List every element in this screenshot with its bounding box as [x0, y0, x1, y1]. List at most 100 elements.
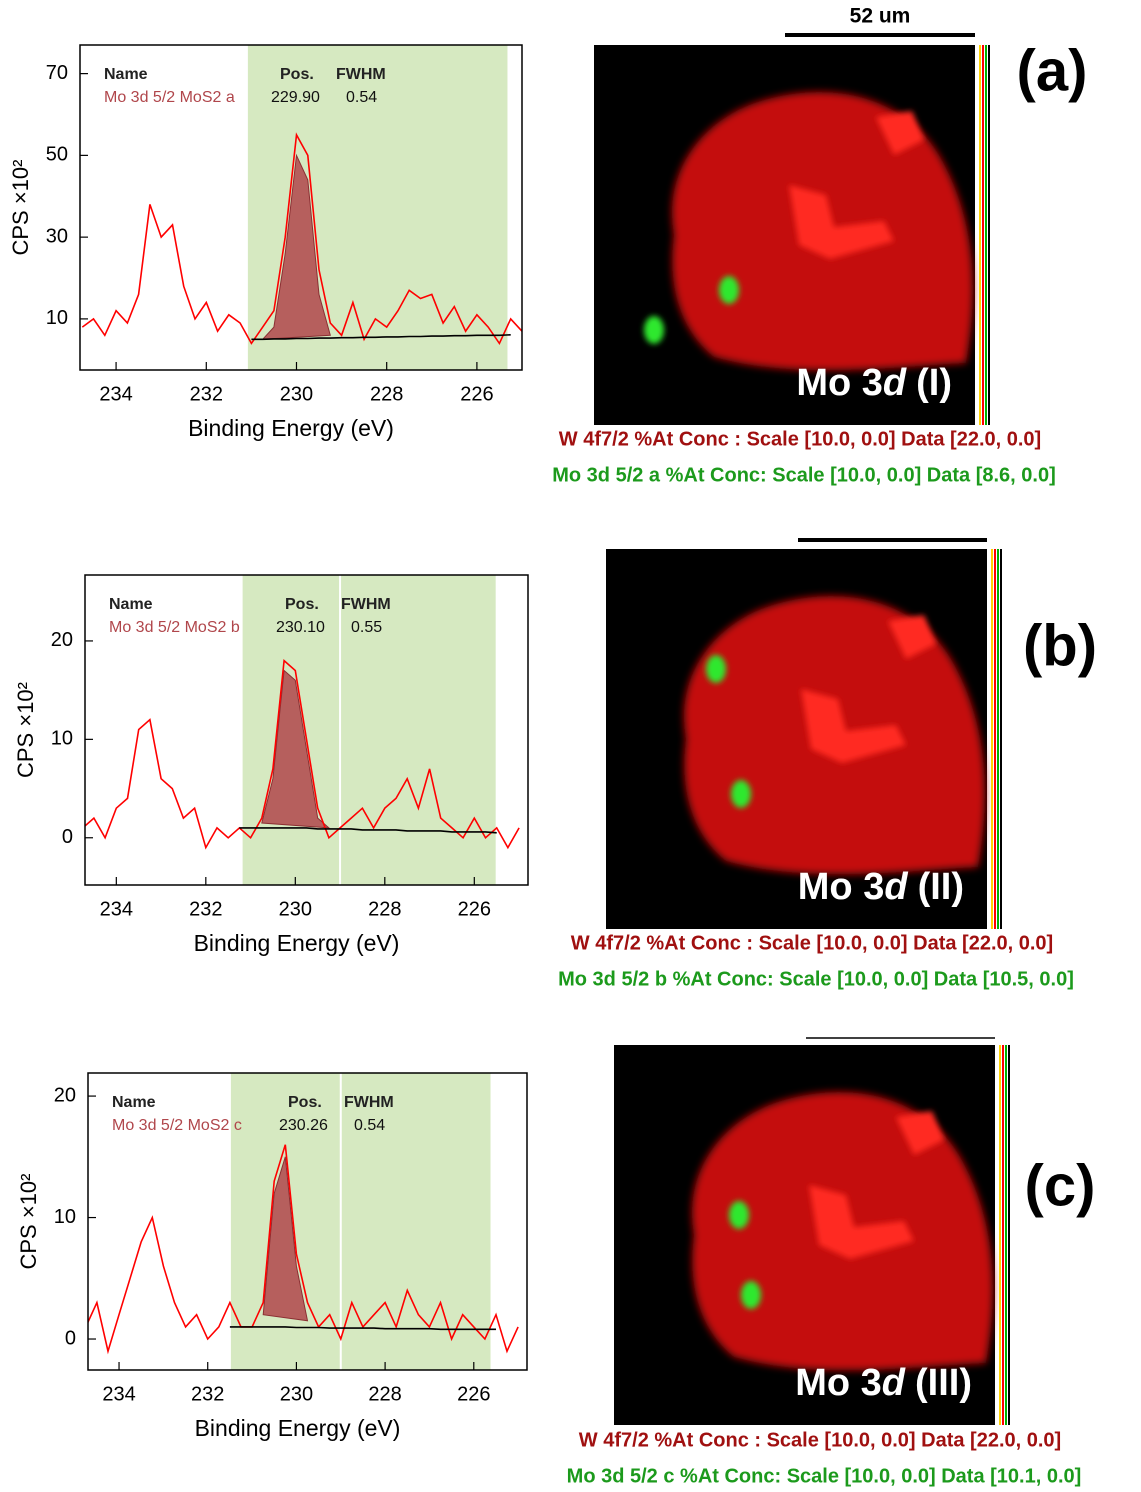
table-header: Pos. — [280, 66, 314, 83]
scale-bar-label: 52 um — [850, 5, 911, 28]
map-label-text: Mo 3 — [795, 1362, 882, 1404]
element-map: Mo 3d (I) — [594, 45, 990, 425]
y-axis-label: CPS ×10² — [13, 682, 38, 778]
x-axis-label: Binding Energy (eV) — [194, 930, 400, 956]
table-fwhm: 0.55 — [351, 619, 382, 636]
fit-region — [341, 575, 496, 885]
map-green-spot — [706, 655, 726, 683]
map-label-suffix: (I) — [916, 362, 952, 404]
x-tick-label: 226 — [458, 898, 491, 920]
x-tick-label: 232 — [189, 898, 222, 920]
plot-frame — [87, 1072, 528, 1371]
x-tick-label: 230 — [280, 1383, 313, 1405]
map-bright-region — [809, 1185, 914, 1259]
x-tick-label: 230 — [279, 898, 312, 920]
spectrum-line — [85, 658, 520, 850]
plot-frame — [84, 574, 529, 886]
map-label-text: Mo 3 — [796, 362, 883, 404]
x-tick-label: 234 — [102, 1383, 135, 1405]
table-name: Mo 3d 5/2 MoS2 c — [112, 1117, 242, 1134]
y-tick-label: 20 — [54, 1084, 76, 1106]
table-name: Mo 3d 5/2 MoS2 b — [109, 619, 240, 636]
panel-label: (b) — [1023, 613, 1097, 678]
map-bright-region — [801, 689, 906, 763]
table-header: Pos. — [285, 596, 319, 613]
map-bright-region — [888, 615, 936, 659]
map-label-text: Mo 3 — [798, 866, 885, 908]
x-tick-label: 232 — [190, 383, 223, 405]
map-label: Mo 3d (I) — [796, 362, 952, 404]
table-header: Name — [112, 1094, 156, 1111]
map-bright-region — [896, 1111, 944, 1155]
map-label-suffix: (II) — [918, 866, 964, 908]
fit-region — [341, 1073, 491, 1370]
x-tick-label: 228 — [368, 1383, 401, 1405]
map-label: Mo 3d (III) — [795, 1362, 972, 1404]
table-header: FWHM — [336, 66, 386, 83]
y-tick-label: 50 — [46, 144, 68, 166]
x-tick-label: 230 — [280, 383, 313, 405]
y-tick-label: 10 — [51, 728, 73, 750]
spectrum-panel: 234 232 230 228 226 0 10 20 Binding Energy (eV) C… — [16, 1072, 528, 1441]
table-pos: 229.90 — [271, 89, 320, 106]
x-axis-label: Binding Energy (eV) — [188, 415, 394, 441]
map-caption: Mo 3d 5/2 c %At Conc: Scale [10.0, 0.0] … — [567, 1465, 1082, 1487]
table-fwhm: 0.54 — [346, 89, 377, 106]
spectrum-line — [81, 132, 522, 346]
y-axis-label: CPS ×10² — [8, 160, 33, 256]
map-green-spot — [719, 276, 739, 304]
map-label-suffix: (III) — [915, 1362, 972, 1404]
y-tick-label: 0 — [65, 1327, 76, 1349]
element-map: Mo 3d (II) — [606, 549, 1002, 929]
table-header: FWHM — [344, 1094, 394, 1111]
map-green-spot — [731, 780, 751, 808]
y-tick-label: 10 — [54, 1206, 76, 1228]
x-axis-label: Binding Energy (eV) — [195, 1415, 401, 1441]
map-label-italic: d — [882, 1362, 906, 1404]
y-tick-label: 10 — [46, 307, 68, 329]
x-tick-label: 228 — [370, 383, 403, 405]
spectrum-panel: 234 232 230 228 226 10 30 50 70 Binding Energy (e… — [8, 44, 523, 441]
map-caption: Mo 3d 5/2 b %At Conc: Scale [10.0, 0.0] … — [558, 968, 1074, 990]
map-caption: Mo 3d 5/2 a %At Conc: Scale [10.0, 0.0] … — [552, 464, 1056, 486]
x-tick-label: 228 — [368, 898, 401, 920]
y-tick-label: 20 — [51, 629, 73, 651]
table-header: FWHM — [341, 596, 391, 613]
x-tick-label: 234 — [99, 383, 132, 405]
table-name: Mo 3d 5/2 MoS2 a — [104, 89, 235, 106]
table-header: Pos. — [288, 1094, 322, 1111]
y-tick-label: 70 — [46, 62, 68, 84]
spectrum-panel: 234 232 230 228 226 0 10 20 Binding Energy (eV) C… — [13, 574, 529, 956]
map-green-spot — [729, 1201, 749, 1229]
y-axis-label: CPS ×10² — [16, 1174, 41, 1270]
fit-peak — [261, 153, 331, 340]
baseline — [251, 334, 511, 341]
x-tick-label: 232 — [191, 1383, 224, 1405]
map-bright-region — [789, 185, 894, 259]
map-label-italic: d — [883, 362, 907, 404]
table-fwhm: 0.54 — [354, 1117, 385, 1134]
table-pos: 230.10 — [276, 619, 325, 636]
panel-label: (a) — [1017, 38, 1088, 103]
map-green-spot — [644, 316, 664, 344]
y-tick-label: 30 — [46, 225, 68, 247]
baseline — [229, 1326, 496, 1331]
x-tick-label: 226 — [457, 1383, 490, 1405]
map-caption: W 4f7/2 %At Conc : Scale [10.0, 0.0] Dat… — [559, 428, 1041, 450]
table-header: Name — [109, 596, 153, 613]
baseline — [239, 827, 497, 834]
fit-peak — [261, 669, 331, 829]
spectrum-line — [88, 1144, 519, 1355]
map-green-spot — [741, 1281, 761, 1309]
map-label: Mo 3d (II) — [798, 866, 964, 908]
table-header: Name — [104, 66, 148, 83]
x-tick-label: 234 — [100, 898, 133, 920]
map-caption: W 4f7/2 %At Conc : Scale [10.0, 0.0] Dat… — [579, 1429, 1061, 1451]
map-label-italic: d — [884, 866, 908, 908]
panel-label: (c) — [1025, 1153, 1096, 1218]
element-map: Mo 3d (III) — [614, 1045, 1010, 1425]
plot-frame — [79, 44, 523, 371]
map-bright-region — [876, 111, 924, 155]
